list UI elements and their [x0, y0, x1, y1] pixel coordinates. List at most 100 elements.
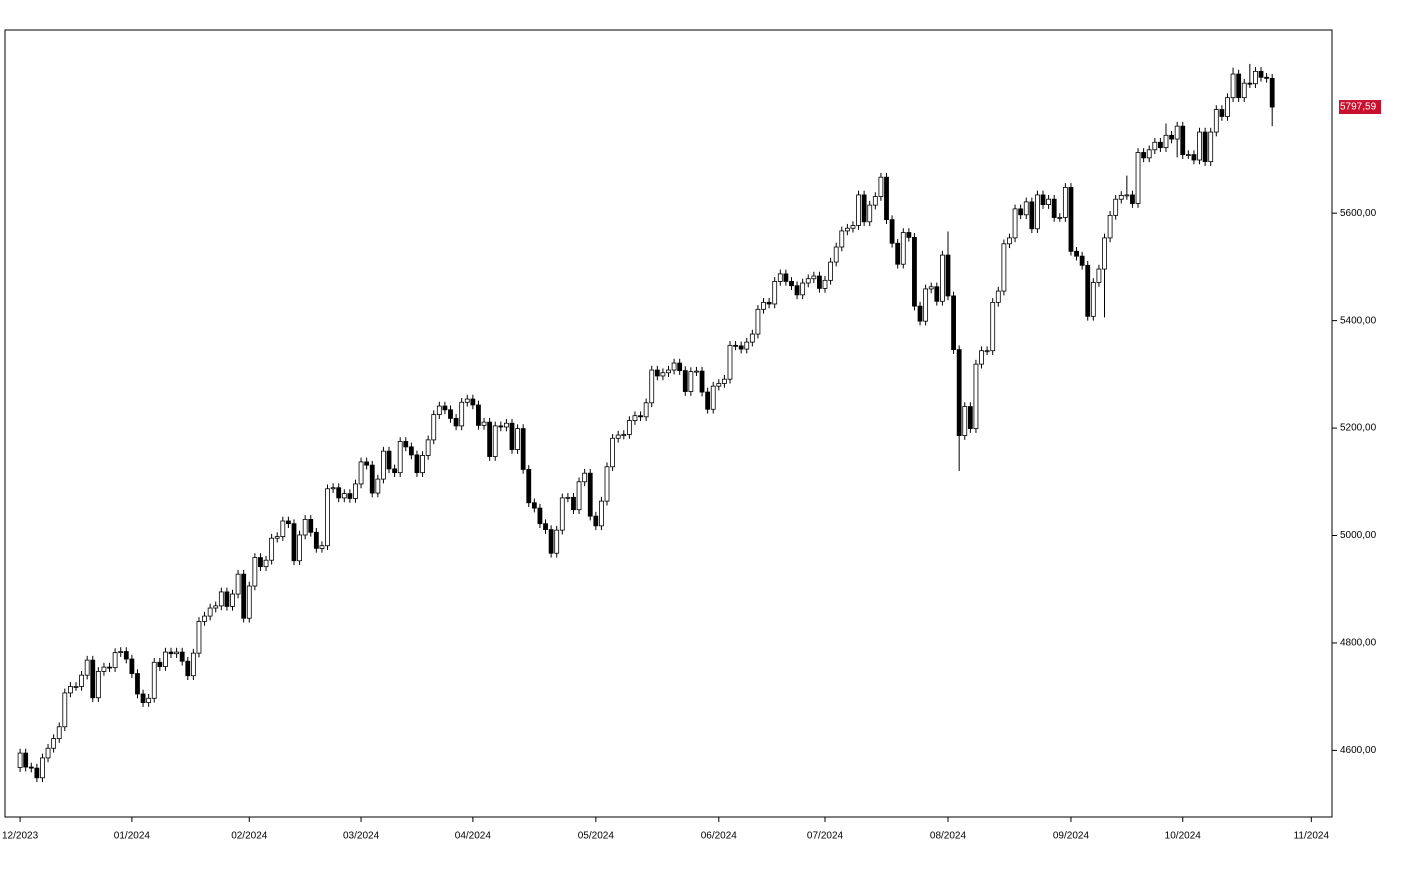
candle-body: [738, 345, 744, 350]
candle-body: [839, 230, 845, 248]
candle-body: [515, 428, 520, 450]
y-tick-label: 4800,00: [1340, 638, 1377, 649]
candle-body: [956, 349, 962, 436]
candle-body: [805, 278, 811, 284]
candle-body: [705, 391, 711, 410]
candle-body: [531, 502, 537, 509]
candle-body: [1141, 152, 1147, 159]
candle-body: [755, 308, 761, 335]
candle-body: [1230, 73, 1236, 99]
candle-body: [51, 738, 57, 749]
candle-body: [190, 652, 196, 677]
candle-body: [442, 405, 448, 411]
candle-body: [682, 370, 688, 392]
candle-body: [17, 752, 23, 768]
candle-body: [744, 341, 750, 350]
candle-body: [67, 686, 73, 694]
candle-body: [1180, 125, 1186, 156]
candle-body: [912, 236, 917, 307]
candle-body: [1113, 198, 1119, 216]
candle-body: [1225, 97, 1230, 117]
candle-body: [749, 333, 755, 343]
candle-body: [62, 692, 68, 728]
candle-body: [1057, 217, 1063, 219]
x-tick-label: 07/2024: [807, 831, 844, 842]
candle-body: [660, 372, 666, 377]
candle-body: [576, 481, 582, 511]
candle-body: [906, 232, 912, 238]
y-tick-label: 5200,00: [1340, 423, 1377, 434]
candle-body: [671, 362, 677, 371]
y-tick-label: 4600,00: [1340, 745, 1377, 756]
candle-body: [677, 362, 683, 371]
candle-body: [850, 225, 856, 229]
candle-body: [995, 290, 1001, 303]
candle-body: [984, 350, 990, 353]
candle-body: [1062, 186, 1068, 218]
candle-body: [397, 441, 403, 474]
candle-body: [1085, 264, 1091, 317]
candle-body: [101, 666, 107, 672]
candle-body: [783, 273, 789, 282]
candle-body: [710, 385, 716, 410]
candle-body: [23, 752, 29, 768]
candle-body: [381, 450, 386, 480]
candle-body: [1118, 195, 1124, 200]
candle-body: [185, 660, 191, 677]
candle-body: [459, 401, 465, 427]
candle-body: [1152, 141, 1158, 151]
candle-body: [833, 246, 839, 263]
candle-body: [721, 378, 727, 384]
candle-body: [1202, 131, 1208, 163]
candle-body: [951, 295, 956, 351]
candle-body: [800, 282, 806, 296]
candle-body: [1169, 134, 1174, 140]
candle-body: [313, 531, 319, 549]
candle-body: [319, 545, 325, 549]
candle-body: [269, 537, 275, 561]
candle-body: [900, 232, 906, 265]
candle-body: [1219, 109, 1225, 117]
candle-body: [1247, 82, 1253, 85]
candle-body: [503, 422, 509, 428]
candle-body: [654, 369, 660, 377]
candle-body: [1191, 154, 1197, 161]
candle-body: [772, 281, 778, 305]
x-tick-label: 01/2024: [114, 831, 151, 842]
candle-body: [353, 483, 358, 499]
candle-body: [129, 658, 135, 674]
candle-body: [733, 344, 738, 347]
candle-body: [934, 286, 940, 302]
candle-body: [822, 279, 828, 289]
candle-body: [235, 573, 241, 595]
candle-body: [73, 686, 79, 688]
candle-body: [979, 350, 984, 365]
candle-body: [694, 370, 699, 373]
candle-body: [1135, 152, 1141, 204]
candle-body: [509, 422, 515, 450]
candle-body: [386, 450, 392, 470]
candle-body: [990, 301, 996, 352]
candle-body: [1236, 73, 1242, 99]
candle-body: [1051, 198, 1057, 218]
candle-body: [688, 371, 694, 392]
candle-body: [403, 441, 409, 448]
candle-body: [621, 434, 627, 436]
candle-body: [95, 671, 101, 699]
y-tick-label: 5000,00: [1340, 530, 1377, 541]
candle-body: [341, 493, 347, 499]
candle-body: [973, 363, 979, 430]
candle-body: [241, 573, 247, 619]
candle-body: [1208, 131, 1214, 163]
candle-body: [163, 651, 168, 667]
candle-body: [626, 420, 632, 435]
candle-body: [1012, 208, 1018, 239]
candle-body: [587, 472, 593, 517]
candle-body: [1241, 82, 1247, 99]
candle-body: [1269, 77, 1275, 108]
x-tick-label: 09/2024: [1053, 831, 1090, 842]
candle-body: [761, 301, 766, 310]
candle-body: [123, 651, 129, 660]
candle-body: [498, 425, 504, 428]
